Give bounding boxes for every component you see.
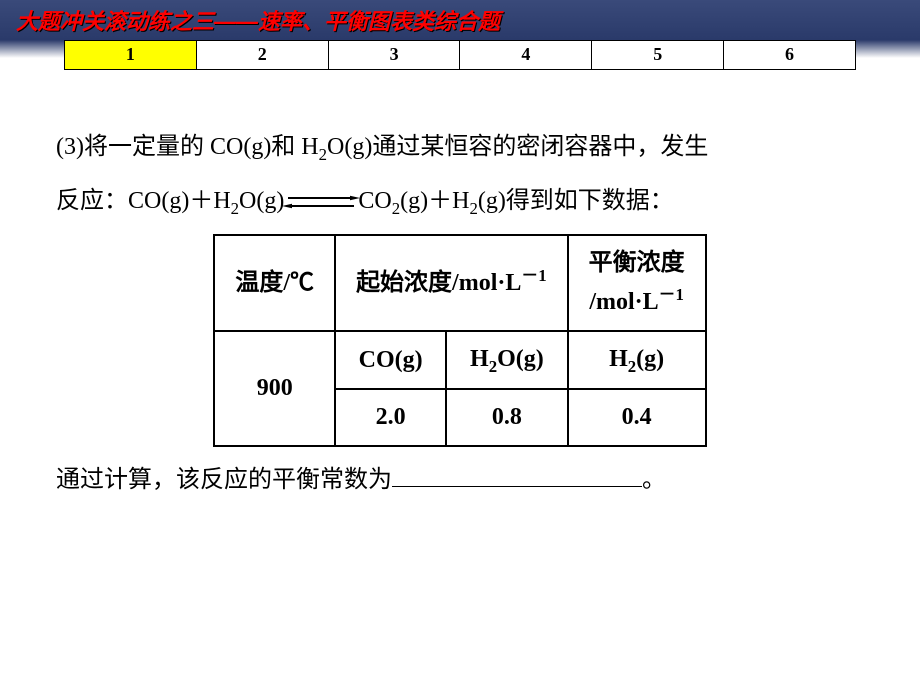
header-title: 大题冲关滚动练之三——速率、平衡图表类综合题 [16,4,500,36]
th-eq-conc-line2: /mol·L [589,289,658,315]
p1-text-a: (3)将一定量的 CO(g)和 H [56,134,319,160]
th-temp: 温度/℃ [214,235,335,331]
p1-text-b: O(g)通过某恒容的密闭容器中，发生 [327,134,708,160]
table-row: 温度/℃ 起始浓度/mol·L－1 平衡浓度 /mol·L－1 [214,235,705,331]
data-table: 温度/℃ 起始浓度/mol·L－1 平衡浓度 /mol·L－1 900 CO(g… [213,234,706,447]
nav-tab-3[interactable]: 3 [328,40,460,70]
nav-tab-5[interactable]: 5 [591,40,723,70]
fill-blank [392,463,642,487]
table-row: 900 CO(g) H2O(g) H2(g) [214,331,705,390]
p3-text-a: 通过计算，该反应的平衡常数为 [56,467,392,493]
p1-sub-1: 2 [319,145,327,164]
td-label-h2o-a: H [470,346,489,372]
th-eq-conc-sup: －1 [659,285,684,304]
content-area: (3)将一定量的 CO(g)和 H2O(g)通过某恒容的密闭容器中，发生 反应：… [0,70,920,507]
td-label-h2o: H2O(g) [446,331,567,390]
p2-text-e: (g)得到如下数据： [478,188,674,214]
th-initial-conc: 起始浓度/mol·L－1 [335,235,568,331]
nav-tab-6[interactable]: 6 [723,40,856,70]
td-label-h2-a: H [609,346,628,372]
td-label-h2o-b: O(g) [497,346,544,372]
td-label-h2-b: (g) [636,346,664,372]
td-val-h2o: 0.8 [446,389,567,445]
paragraph-3: 通过计算，该反应的平衡常数为 。 [56,453,864,507]
p2-text-b: O(g) [239,188,284,214]
paragraph-2: 反应：CO(g)＋H2O(g)CO2(g)＋H2(g)得到如下数据： [56,174,864,228]
th-initial-conc-text: 起始浓度/mol·L [356,270,521,296]
p2-text-c: CO [358,188,391,214]
th-eq-conc: 平衡浓度 /mol·L－1 [568,235,706,331]
p2-text-d: (g)＋H [400,188,469,214]
nav-row: 1 2 3 4 5 6 [0,40,920,70]
td-temp-value: 900 [214,331,335,446]
p2-sub-2: 2 [392,199,400,218]
td-label-co: CO(g) [335,331,446,390]
td-label-h2-sub: 2 [628,357,636,376]
th-eq-conc-line1: 平衡浓度 [589,250,685,276]
nav-tab-4[interactable]: 4 [459,40,591,70]
p3-text-b: 。 [642,467,666,493]
p2-sub-1: 2 [231,199,239,218]
td-val-co: 2.0 [335,389,446,445]
td-val-h2: 0.4 [568,389,706,445]
header-bar: 大题冲关滚动练之三——速率、平衡图表类综合题 [0,0,920,40]
td-label-h2o-sub: 2 [489,357,497,376]
equilibrium-arrow-icon [284,193,358,211]
nav-tab-1[interactable]: 1 [64,40,196,70]
p2-sub-3: 2 [469,199,477,218]
nav-tab-2[interactable]: 2 [196,40,328,70]
td-label-h2: H2(g) [568,331,706,390]
paragraph-1: (3)将一定量的 CO(g)和 H2O(g)通过某恒容的密闭容器中，发生 [56,120,864,174]
p2-text-a: 反应：CO(g)＋H [56,188,231,214]
th-initial-conc-sup: －1 [521,266,546,285]
